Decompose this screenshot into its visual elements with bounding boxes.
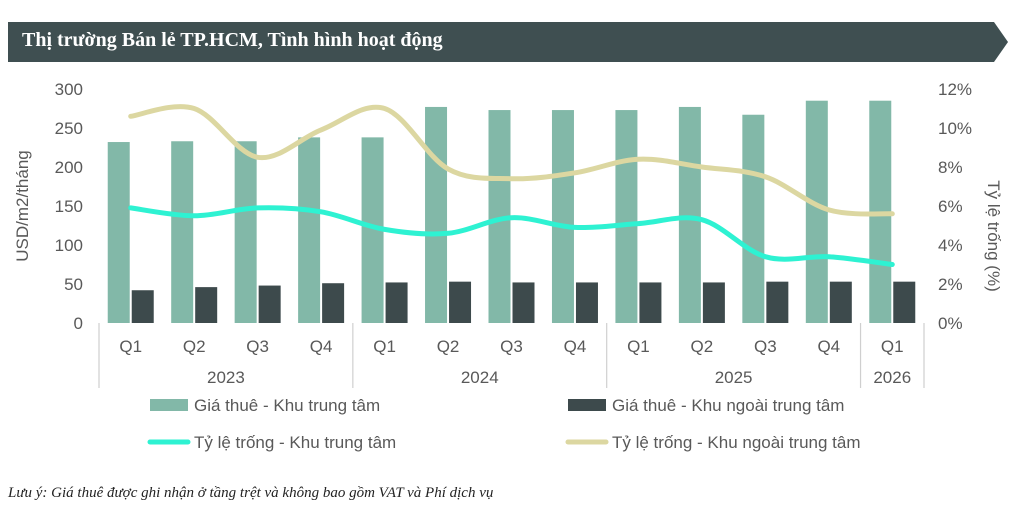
- bar-non-cbd-rent: [702, 282, 725, 323]
- x-tick-label: Q4: [817, 337, 840, 356]
- bar-cbd-rent: [298, 137, 321, 323]
- x-tick-label: Q1: [373, 337, 396, 356]
- bar-cbd-rent: [425, 106, 448, 323]
- legend-label: Tỷ lệ trống - Khu trung tâm: [194, 433, 396, 452]
- y-tick-label: 0: [74, 314, 83, 333]
- y-tick-label: 150: [55, 197, 83, 216]
- x-tick-label: Q4: [564, 337, 587, 356]
- bar-cbd-rent: [488, 110, 511, 323]
- bar-non-cbd-rent: [766, 281, 789, 323]
- bar-cbd-rent: [615, 110, 638, 323]
- bar-non-cbd-rent: [322, 283, 345, 323]
- bar-cbd-rent: [678, 106, 701, 323]
- y-tick-label: 250: [55, 119, 83, 138]
- bar-non-cbd-rent: [893, 281, 916, 323]
- y2-tick-label: 8%: [938, 158, 963, 177]
- bar-non-cbd-rent: [512, 282, 535, 323]
- y-tick-label: 50: [64, 275, 83, 294]
- legend-label: Tỷ lệ trống - Khu ngoài trung tâm: [612, 433, 861, 452]
- bar-cbd-rent: [234, 141, 257, 323]
- x-tick-label: Q3: [246, 337, 269, 356]
- bar-non-cbd-rent: [639, 282, 662, 323]
- x-tick-label: Q2: [183, 337, 206, 356]
- x-tick-label: Q1: [119, 337, 142, 356]
- page-title: Thị trường Bán lẻ TP.HCM, Tình hình hoạt…: [22, 29, 443, 51]
- year-label: 2024: [461, 368, 499, 387]
- y2-tick-label: 0%: [938, 314, 963, 333]
- x-tick-label: Q2: [691, 337, 714, 356]
- bar-non-cbd-rent: [829, 281, 852, 323]
- legend-swatch: [568, 399, 606, 411]
- legend-label: Giá thuê - Khu trung tâm: [194, 396, 380, 415]
- bar-cbd-rent: [805, 100, 828, 323]
- y2-tick-label: 4%: [938, 236, 963, 255]
- bar-cbd-rent: [107, 142, 130, 323]
- y-axis-title: USD/m2/tháng: [13, 150, 32, 262]
- x-tick-label: Q1: [627, 337, 650, 356]
- y2-tick-label: 6%: [938, 197, 963, 216]
- year-label: 2023: [207, 368, 245, 387]
- y2-axis-title: Tỷ lệ trống (%): [984, 180, 1003, 291]
- bar-non-cbd-rent: [385, 282, 408, 323]
- bar-cbd-rent: [551, 110, 574, 323]
- chart: 0 50 100 150 200 250 300 0% 2% 4% 6% 8% 10% 12% USD/m2…: [13, 80, 1003, 452]
- year-label: 2025: [715, 368, 753, 387]
- bar-non-cbd-rent: [575, 282, 598, 323]
- year-label: 2026: [873, 368, 911, 387]
- bar-cbd-rent: [361, 137, 384, 323]
- header-banner: [8, 22, 1008, 62]
- bar-cbd-rent: [171, 141, 194, 323]
- line-cbd-vacancy: [128, 205, 895, 267]
- x-tick-label: Q4: [310, 337, 333, 356]
- bar-non-cbd-rent: [449, 281, 472, 323]
- x-tick-label: Q3: [500, 337, 523, 356]
- y2-tick-label: 2%: [938, 275, 963, 294]
- bar-cbd-rent: [742, 114, 765, 323]
- y-tick-label: 200: [55, 158, 83, 177]
- legend-swatch: [150, 399, 188, 411]
- bar-non-cbd-rent: [195, 287, 218, 323]
- x-tick-label: Q1: [881, 337, 904, 356]
- footnote: Lưu ý: Giá thuê được ghi nhận ở tầng trệ…: [8, 485, 494, 501]
- y2-tick-label: 12%: [938, 80, 972, 99]
- bar-non-cbd-rent: [258, 285, 281, 323]
- legend-label: Giá thuê - Khu ngoài trung tâm: [612, 396, 844, 415]
- x-tick-label: Q2: [437, 337, 460, 356]
- line-non-cbd-vacancy: [128, 104, 895, 217]
- x-tick-label: Q3: [754, 337, 777, 356]
- y-tick-label: 300: [55, 80, 83, 99]
- bar-non-cbd-rent: [131, 290, 154, 323]
- y2-tick-label: 10%: [938, 119, 972, 138]
- y-tick-label: 100: [55, 236, 83, 255]
